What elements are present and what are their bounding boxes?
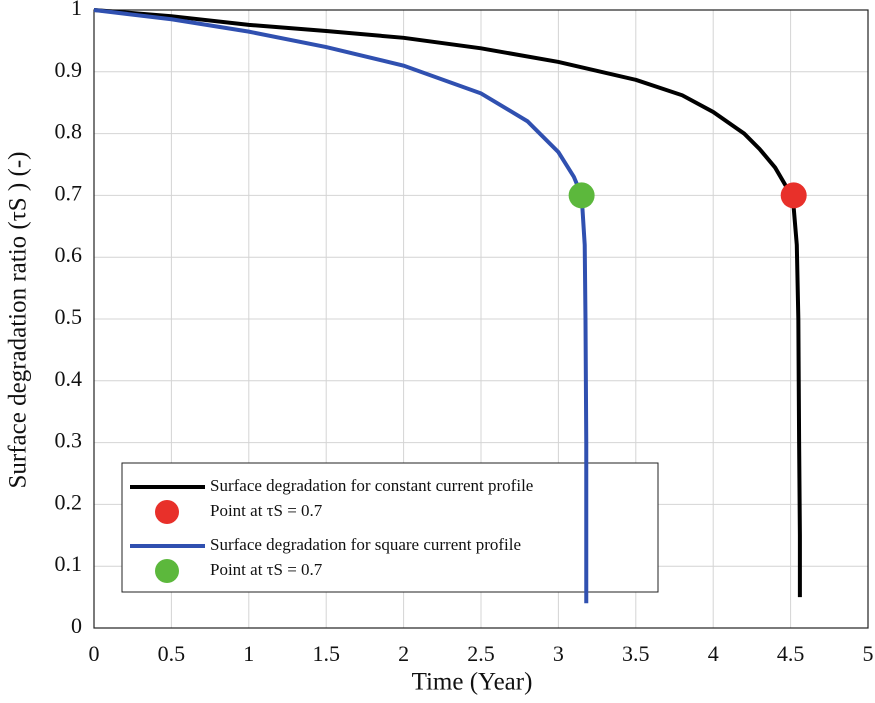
x-axis-title: Time (Year) (412, 669, 533, 696)
y-tick-label: 0.4 (55, 366, 83, 391)
x-tick-label: 2.5 (467, 641, 495, 666)
y-tick-label: 0.1 (55, 551, 83, 576)
x-tick-label: 4.5 (777, 641, 805, 666)
y-tick-label: 0.8 (55, 119, 83, 144)
x-tick-label: 3.5 (622, 641, 650, 666)
x-tick-label: 2 (398, 641, 409, 666)
y-tick-label: 0.2 (55, 489, 83, 514)
data-point (780, 182, 807, 209)
y-tick-label: 0.6 (55, 242, 83, 267)
data-line (93, 8, 589, 604)
x-tick-label: 0.5 (158, 641, 186, 666)
plot-frame (93, 9, 869, 629)
x-tick-label: 1.5 (312, 641, 340, 666)
legend-label: Point at τS = 0.7 (210, 501, 323, 520)
legend-label: Surface degradation for constant current… (210, 476, 533, 495)
legend-marker (155, 559, 179, 583)
legend-marker (155, 500, 179, 524)
y-tick-label: 0.9 (55, 57, 83, 82)
x-tick-label: 4 (708, 641, 719, 666)
y-tick-label: 0.7 (55, 180, 83, 205)
x-tick-label: 3 (553, 641, 564, 666)
data-point (568, 182, 595, 209)
x-tick-label: 0 (89, 641, 100, 666)
y-tick-label: 0 (71, 613, 82, 638)
y-tick-label: 0.5 (55, 304, 83, 329)
x-tick-label: 5 (863, 641, 874, 666)
legend-label: Point at τS = 0.7 (210, 560, 323, 579)
data-line (93, 8, 802, 598)
y-tick-label: 1 (71, 0, 82, 20)
y-axis-title: Surface degradation ratio (τS ) (-) (5, 152, 32, 489)
legend-label: Surface degradation for square current p… (210, 535, 521, 554)
legend-box (121, 462, 659, 593)
y-tick-label: 0.3 (55, 428, 83, 453)
x-tick-label: 1 (243, 641, 254, 666)
